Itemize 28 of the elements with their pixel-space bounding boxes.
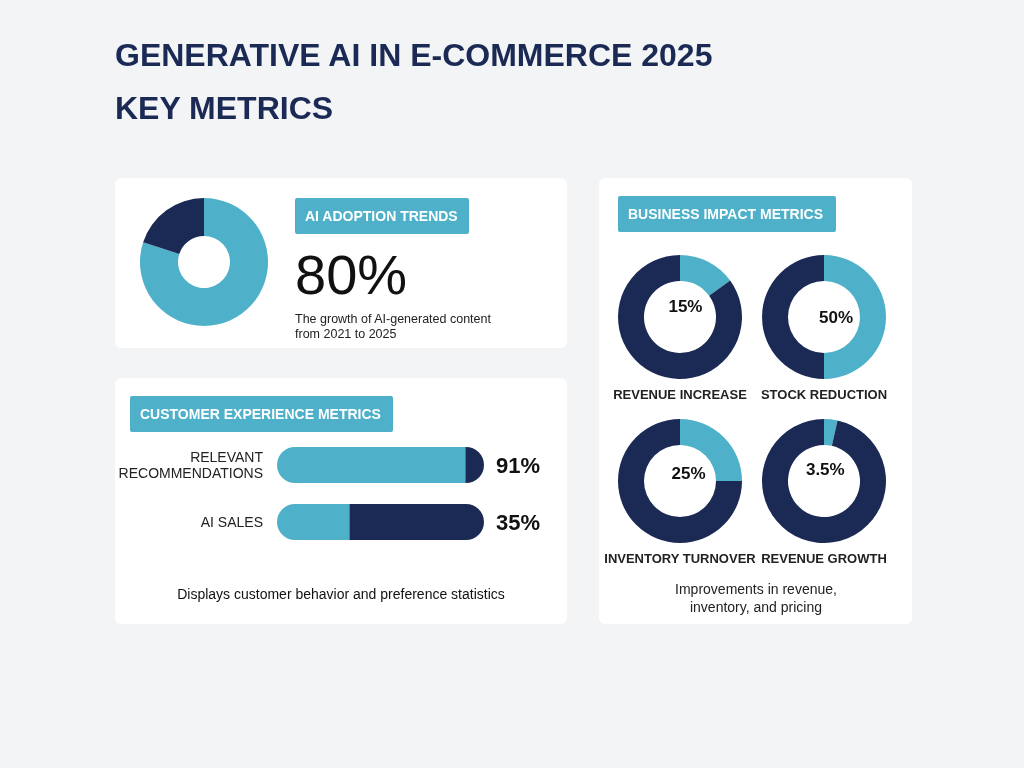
y-tick-label: RELEVANT RECOMMENDATIONS: [118, 449, 264, 481]
chart-title: GENERATIVE AI IN E-COMMERCE 2025: [115, 37, 713, 73]
donut-slice: [824, 419, 838, 446]
text: The growth of AI-generated content from 2021 to 2025: [295, 312, 492, 341]
data-label: 25%: [671, 463, 706, 483]
data-label: 35%: [496, 510, 541, 535]
y-tick-label: AI SALES: [200, 514, 263, 530]
text: Displays customer behavior and preference statistics: [177, 586, 505, 602]
chart-title: CUSTOMER EXPERIENCE METRICS: [140, 406, 381, 422]
text: REVENUE INCREASE: [613, 387, 748, 402]
chart-subtitle: BUSINESS IMPACT METRICS: [628, 206, 823, 222]
donut-slice: [140, 198, 268, 326]
chart-subtitle: KEY METRICS: [115, 90, 334, 126]
text: AI ADOPTION TRENDS: [305, 208, 458, 224]
data-label: 50%: [818, 308, 854, 327]
donut-slice: [618, 419, 742, 543]
text: STOCK REDUCTION: [760, 387, 888, 402]
donut-slice: [680, 255, 731, 296]
text: REVENUE GROWTH: [761, 551, 887, 566]
donut-slice: [618, 255, 742, 379]
text: Improvements in revenue, inventory, and pricing: [675, 581, 837, 615]
data-label: 15%: [668, 297, 703, 317]
data-label: 3.5%: [805, 460, 845, 480]
data-label: 80%: [295, 243, 408, 306]
text: INVENTORY TURNOVER: [604, 551, 757, 566]
donut-slice: [143, 198, 204, 254]
data-label: 91%: [496, 453, 541, 478]
donut-slice: [762, 419, 886, 543]
